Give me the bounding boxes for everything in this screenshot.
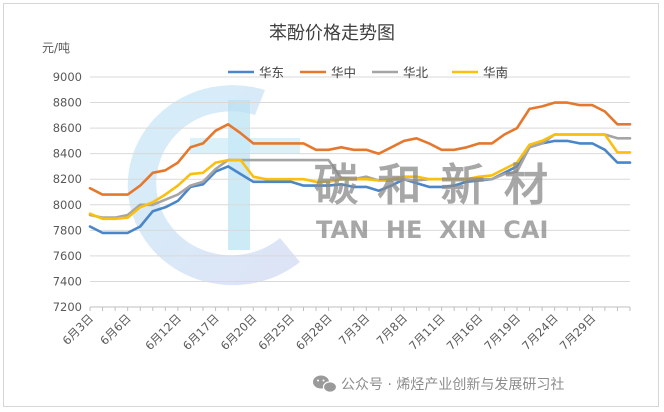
x-tick-label: 6月12日 (142, 311, 184, 353)
watermark-logo (127, 85, 300, 286)
y-tick-label: 8800 (53, 96, 82, 110)
watermark-bar (228, 100, 250, 250)
grid-lines (90, 76, 630, 308)
series-line-华中 (88, 101, 632, 196)
x-tick-label: 6月6日 (97, 311, 134, 348)
watermark-main-text: 碳 和 新 材 (314, 160, 550, 211)
y-tick-label: 7800 (53, 223, 82, 237)
footer: 公众号 · 烯烃产业创新与发展研习社 (313, 375, 564, 393)
chart-title: 苯酚价格走势图 (269, 23, 395, 44)
x-tick-label: 7月8日 (374, 311, 411, 348)
y-axis-ticks: 7200 7400 7600 7800 8000 8200 8400 8600 8800 9000 (53, 70, 82, 314)
y-tick-label: 9000 (53, 70, 82, 84)
wechat-icon (313, 375, 338, 393)
x-tick-label: 7月29日 (557, 311, 599, 353)
y-tick-label: 8000 (53, 198, 82, 212)
x-tick-label: 6月28日 (293, 311, 335, 353)
x-tick-label: 7月16日 (444, 311, 486, 353)
legend-label: 华南 (483, 65, 508, 80)
x-tick-label: 7月3日 (336, 311, 373, 348)
watermark-c-shape (127, 85, 300, 286)
legend-label: 华东 (259, 65, 284, 80)
y-tick-label: 7600 (53, 249, 82, 263)
x-tick-label: 7月11日 (406, 311, 448, 353)
x-tick-label: 7月24日 (519, 311, 561, 353)
x-tick-label: 7月19日 (481, 311, 523, 353)
y-tick-label: 8400 (53, 147, 82, 161)
y-tick-label: 8200 (53, 172, 82, 186)
watermark-bar-top (190, 138, 300, 154)
x-tick-label: 6月20日 (218, 311, 260, 353)
watermark-sub-text: TAN HE XIN CAI (316, 216, 548, 244)
series-lines (88, 101, 632, 235)
x-tick-label: 6月17日 (180, 311, 222, 353)
series-line-华南 (88, 133, 632, 221)
y-tick-label: 8600 (53, 121, 82, 135)
y-axis-unit-label: 元/吨 (42, 41, 70, 55)
x-tick-label: 6月3日 (60, 311, 97, 348)
legend: 华东 华中 华北 华南 (228, 65, 508, 80)
legend-label: 华中 (331, 65, 356, 80)
x-tick-label: 6月25日 (255, 311, 297, 353)
y-tick-label: 7200 (53, 300, 82, 314)
footer-text: 公众号 · 烯烃产业创新与发展研习社 (341, 377, 564, 393)
y-tick-label: 7400 (53, 274, 82, 288)
legend-label: 华北 (403, 65, 429, 80)
